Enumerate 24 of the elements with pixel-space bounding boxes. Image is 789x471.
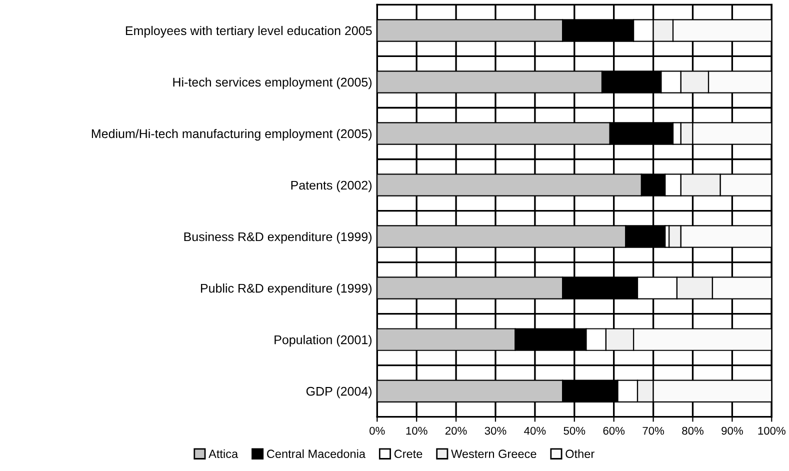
y-tick-label: GDP (2004) [306, 386, 372, 398]
legend-label: Crete [394, 450, 422, 458]
x-tick-label: 80% [682, 426, 704, 435]
y-tick-label: Patents (2002) [291, 180, 372, 192]
y-tick-label: Employees with tertiary level education 2005 [126, 26, 372, 38]
y-tick-label: Medium/Hi-tech manufacturing employment (2005) [92, 128, 372, 141]
y-tick-label: Business R&D expenditure (1999) [184, 232, 372, 244]
x-tick-label: 10% [406, 426, 428, 435]
legend-label: Western Greece [451, 450, 536, 458]
x-tick-label: 50% [564, 426, 586, 435]
x-tick-label: 90% [722, 426, 743, 435]
x-tick-label: 70% [642, 426, 664, 435]
x-tick-label: 30% [484, 426, 506, 435]
y-tick-label: Hi-tech services employment (2005) [173, 77, 372, 90]
x-tick-label: 20% [445, 426, 467, 435]
x-tick-label: 40% [524, 426, 546, 435]
x-tick-label: 60% [603, 426, 625, 435]
legend-label: Central Macedonia [267, 449, 366, 458]
legend-label: Attica [208, 449, 238, 458]
legend-label: Other [566, 449, 594, 458]
x-tick-label: 0% [370, 426, 385, 435]
x-tick-label: 100% [758, 426, 786, 435]
y-tick-label: Population (2001) [274, 335, 372, 347]
y-tick-label: Public R&D expenditure (1999) [201, 284, 372, 296]
